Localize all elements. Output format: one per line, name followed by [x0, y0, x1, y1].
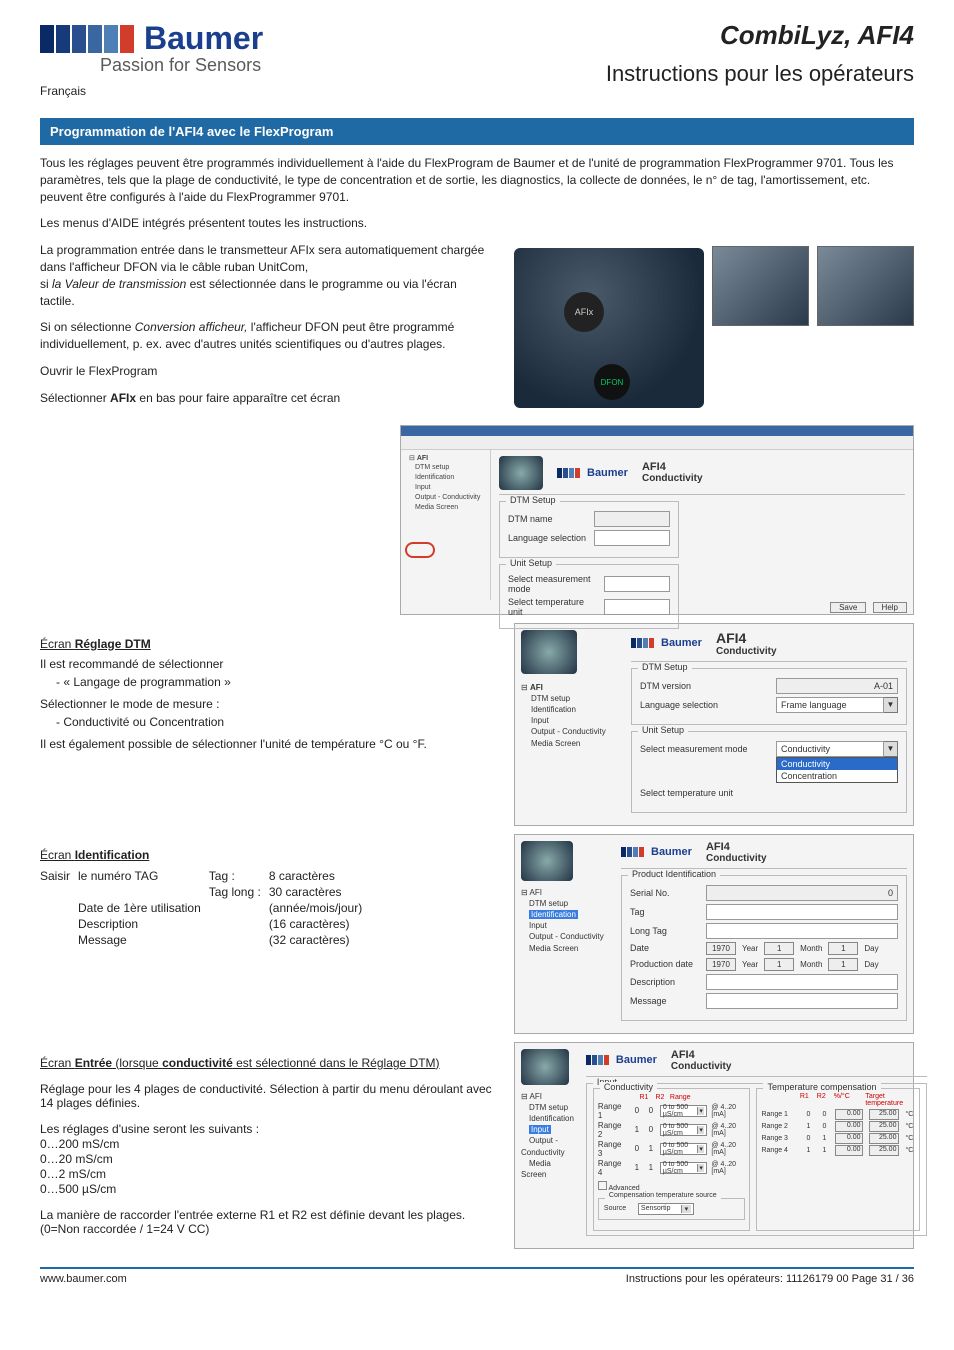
- doc-title: CombiLyz, AFI4: [606, 20, 914, 51]
- dtm-l1: Il est recommandé de sélectionner: [40, 657, 494, 671]
- input-p3: La manière de raccorder l'entrée externe…: [40, 1208, 494, 1236]
- screenshot-overview: ⊟ AFI DTM setup Identification Input Out…: [400, 425, 914, 615]
- msg-field[interactable]: [706, 993, 898, 1009]
- range-select[interactable]: 0 to 500 µS/cm▾: [660, 1105, 708, 1117]
- dtm-lang-select[interactable]: Frame language: [776, 697, 884, 713]
- conductivity-range-row: Range 2100 to 500 µS/cm▾@ 4..20 [mA]: [598, 1121, 746, 1139]
- footer-pageinfo: Instructions pour les opérateurs: 111261…: [626, 1273, 914, 1285]
- screenshot-dtm: ⊟ AFI DTM setup Identification Input Out…: [514, 623, 914, 826]
- temp-comp-row: Range 2100.0025.00°C: [761, 1121, 915, 1132]
- context-photo-1: [712, 246, 809, 326]
- intro-p1: Tous les réglages peuvent être programmé…: [40, 155, 914, 205]
- intro-p5: Ouvrir le FlexProgram: [40, 363, 494, 380]
- dtm-lang-label: Language selection: [640, 700, 770, 710]
- heading-identification: Écran Identification: [40, 848, 494, 862]
- device-label-afi: AFIx: [564, 292, 604, 332]
- tag-field[interactable]: [706, 904, 898, 920]
- prod-day: 1: [828, 958, 858, 971]
- logo-squares: [40, 25, 136, 53]
- footer-url: www.baumer.com: [40, 1273, 127, 1285]
- conductivity-range-row: Range 4110 to 500 µS/cm▾@ 4..20 [mA]: [598, 1159, 746, 1177]
- identification-table: Saisir le numéro TAG Tag : 8 caractères …: [40, 868, 370, 948]
- input-p1: Réglage pour les 4 plages de conductivit…: [40, 1082, 494, 1110]
- screenshot-input: ⊟ AFI DTM setup Identification Input Out…: [514, 1042, 914, 1249]
- range-list: 0…200 mS/cm 0…20 mS/cm 0…2 mS/cm 0…500 µ…: [40, 1137, 494, 1196]
- mode-select[interactable]: Conductivity: [776, 741, 884, 757]
- overview-save-button[interactable]: Save: [830, 602, 866, 613]
- overview-help-button[interactable]: Help: [873, 602, 907, 613]
- desc-field[interactable]: [706, 974, 898, 990]
- chevron-down-icon[interactable]: ▼: [884, 741, 898, 757]
- screenshot-identification: ⊟ AFI DTM setup Identification Input Out…: [514, 834, 914, 1034]
- section-heading: Programmation de l'AFI4 avec le FlexProg…: [40, 118, 914, 145]
- range-select[interactable]: 0 to 500 µS/cm▾: [660, 1162, 708, 1174]
- logo-tagline: Passion for Sensors: [100, 55, 263, 76]
- dtm-bullet2: - Conductivité ou Concentration: [40, 715, 494, 729]
- comp-source-select[interactable]: Sensortip▾: [638, 1203, 694, 1215]
- logo-block: Baumer Passion for Sensors Français: [40, 20, 263, 98]
- dtm-version-field: A-01: [776, 678, 898, 694]
- dtm-l2: Sélectionner le mode de mesure :: [40, 697, 494, 711]
- temp-unit-label: Select temperature unit: [640, 788, 770, 798]
- logo-brand: Baumer: [144, 20, 263, 57]
- doc-subtitle: Instructions pour les opérateurs: [606, 61, 914, 87]
- date-year[interactable]: 1970: [706, 942, 736, 955]
- intro-p2: Les menus d'AIDE intégrés présentent tou…: [40, 215, 914, 232]
- conductivity-range-row: Range 3010 to 500 µS/cm▾@ 4..20 [mA]: [598, 1140, 746, 1158]
- longtag-field[interactable]: [706, 923, 898, 939]
- dtm-l3: Il est également possible de sélectionne…: [40, 737, 494, 751]
- prod-year: 1970: [706, 958, 736, 971]
- dtm-version-label: DTM version: [640, 681, 770, 691]
- device-label-dfon: DFON: [594, 364, 630, 400]
- conductivity-range-row: Range 1000 to 500 µS/cm▾@ 4..20 [mA]: [598, 1102, 746, 1120]
- mode-label: Select measurement mode: [640, 744, 770, 754]
- dtm-bullet1: - « Langage de programmation »: [40, 675, 494, 689]
- heading-input: Écran Entrée (lorsque conductivité est s…: [40, 1056, 494, 1070]
- advanced-checkbox[interactable]: [598, 1181, 607, 1190]
- temp-comp-row: Range 4110.0025.00°C: [761, 1145, 915, 1156]
- range-select[interactable]: 0 to 500 µS/cm▾: [660, 1124, 708, 1136]
- tree-identification[interactable]: Identification: [529, 910, 578, 919]
- prod-month: 1: [764, 958, 794, 971]
- serial-field: 0: [706, 885, 898, 901]
- tree-input[interactable]: Input: [529, 1125, 551, 1134]
- intro-p4: Si on sélectionne Conversion afficheur, …: [40, 319, 494, 353]
- context-photo-2: [817, 246, 914, 326]
- intro-p6: Sélectionner AFIx en bas pour faire appa…: [40, 390, 494, 407]
- heading-dtm: Écran Réglage DTM: [40, 637, 494, 651]
- temp-comp-row: Range 3010.0025.00°C: [761, 1133, 915, 1144]
- device-photo: AFIx DFON: [514, 248, 704, 408]
- input-p2: Les réglages d'usine seront les suivants…: [40, 1122, 494, 1136]
- mode-option-concentration[interactable]: Concentration: [777, 770, 897, 782]
- temp-comp-row: Range 1000.0025.00°C: [761, 1109, 915, 1120]
- language-label: Français: [40, 84, 263, 98]
- chevron-down-icon[interactable]: ▼: [884, 697, 898, 713]
- date-day[interactable]: 1: [828, 942, 858, 955]
- mode-option-conductivity[interactable]: Conductivity: [777, 758, 897, 770]
- intro-p3: La programmation entrée dans le transmet…: [40, 242, 494, 309]
- range-select[interactable]: 0 to 500 µS/cm▾: [660, 1143, 708, 1155]
- date-month[interactable]: 1: [764, 942, 794, 955]
